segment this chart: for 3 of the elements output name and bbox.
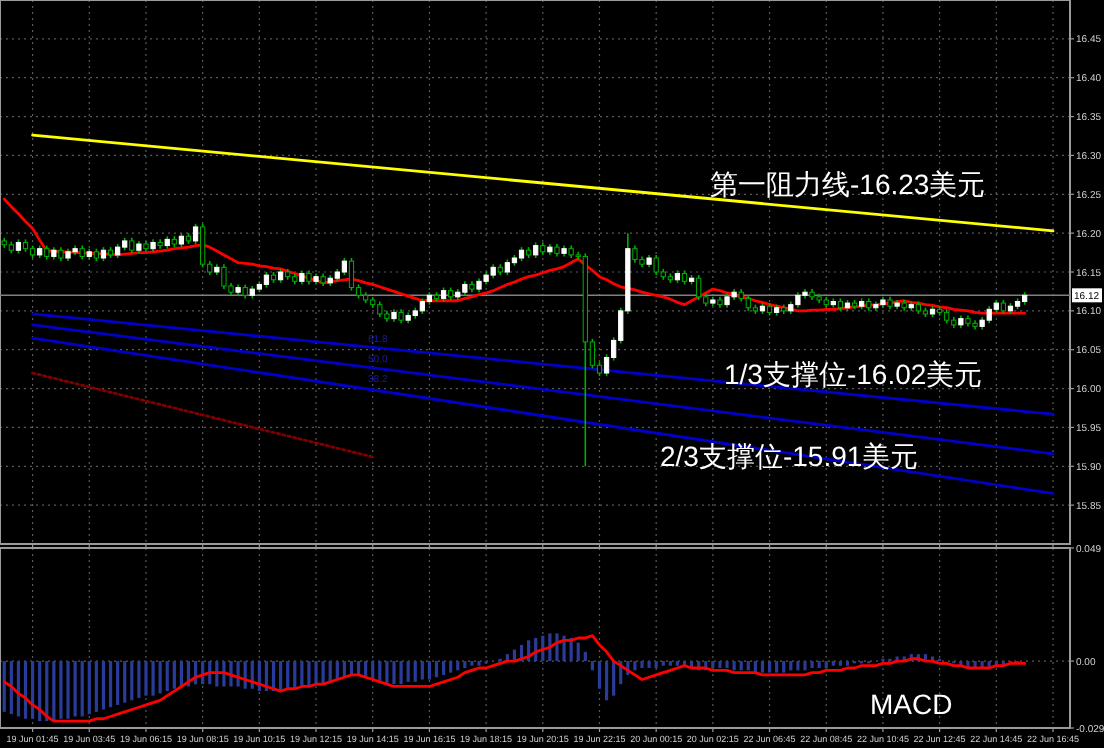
annotation: MACD [870, 688, 953, 720]
annotation: 第一阻力线-16.23美元 [710, 168, 986, 200]
annotation: 1/3支撑位-16.02美元 [724, 358, 983, 390]
